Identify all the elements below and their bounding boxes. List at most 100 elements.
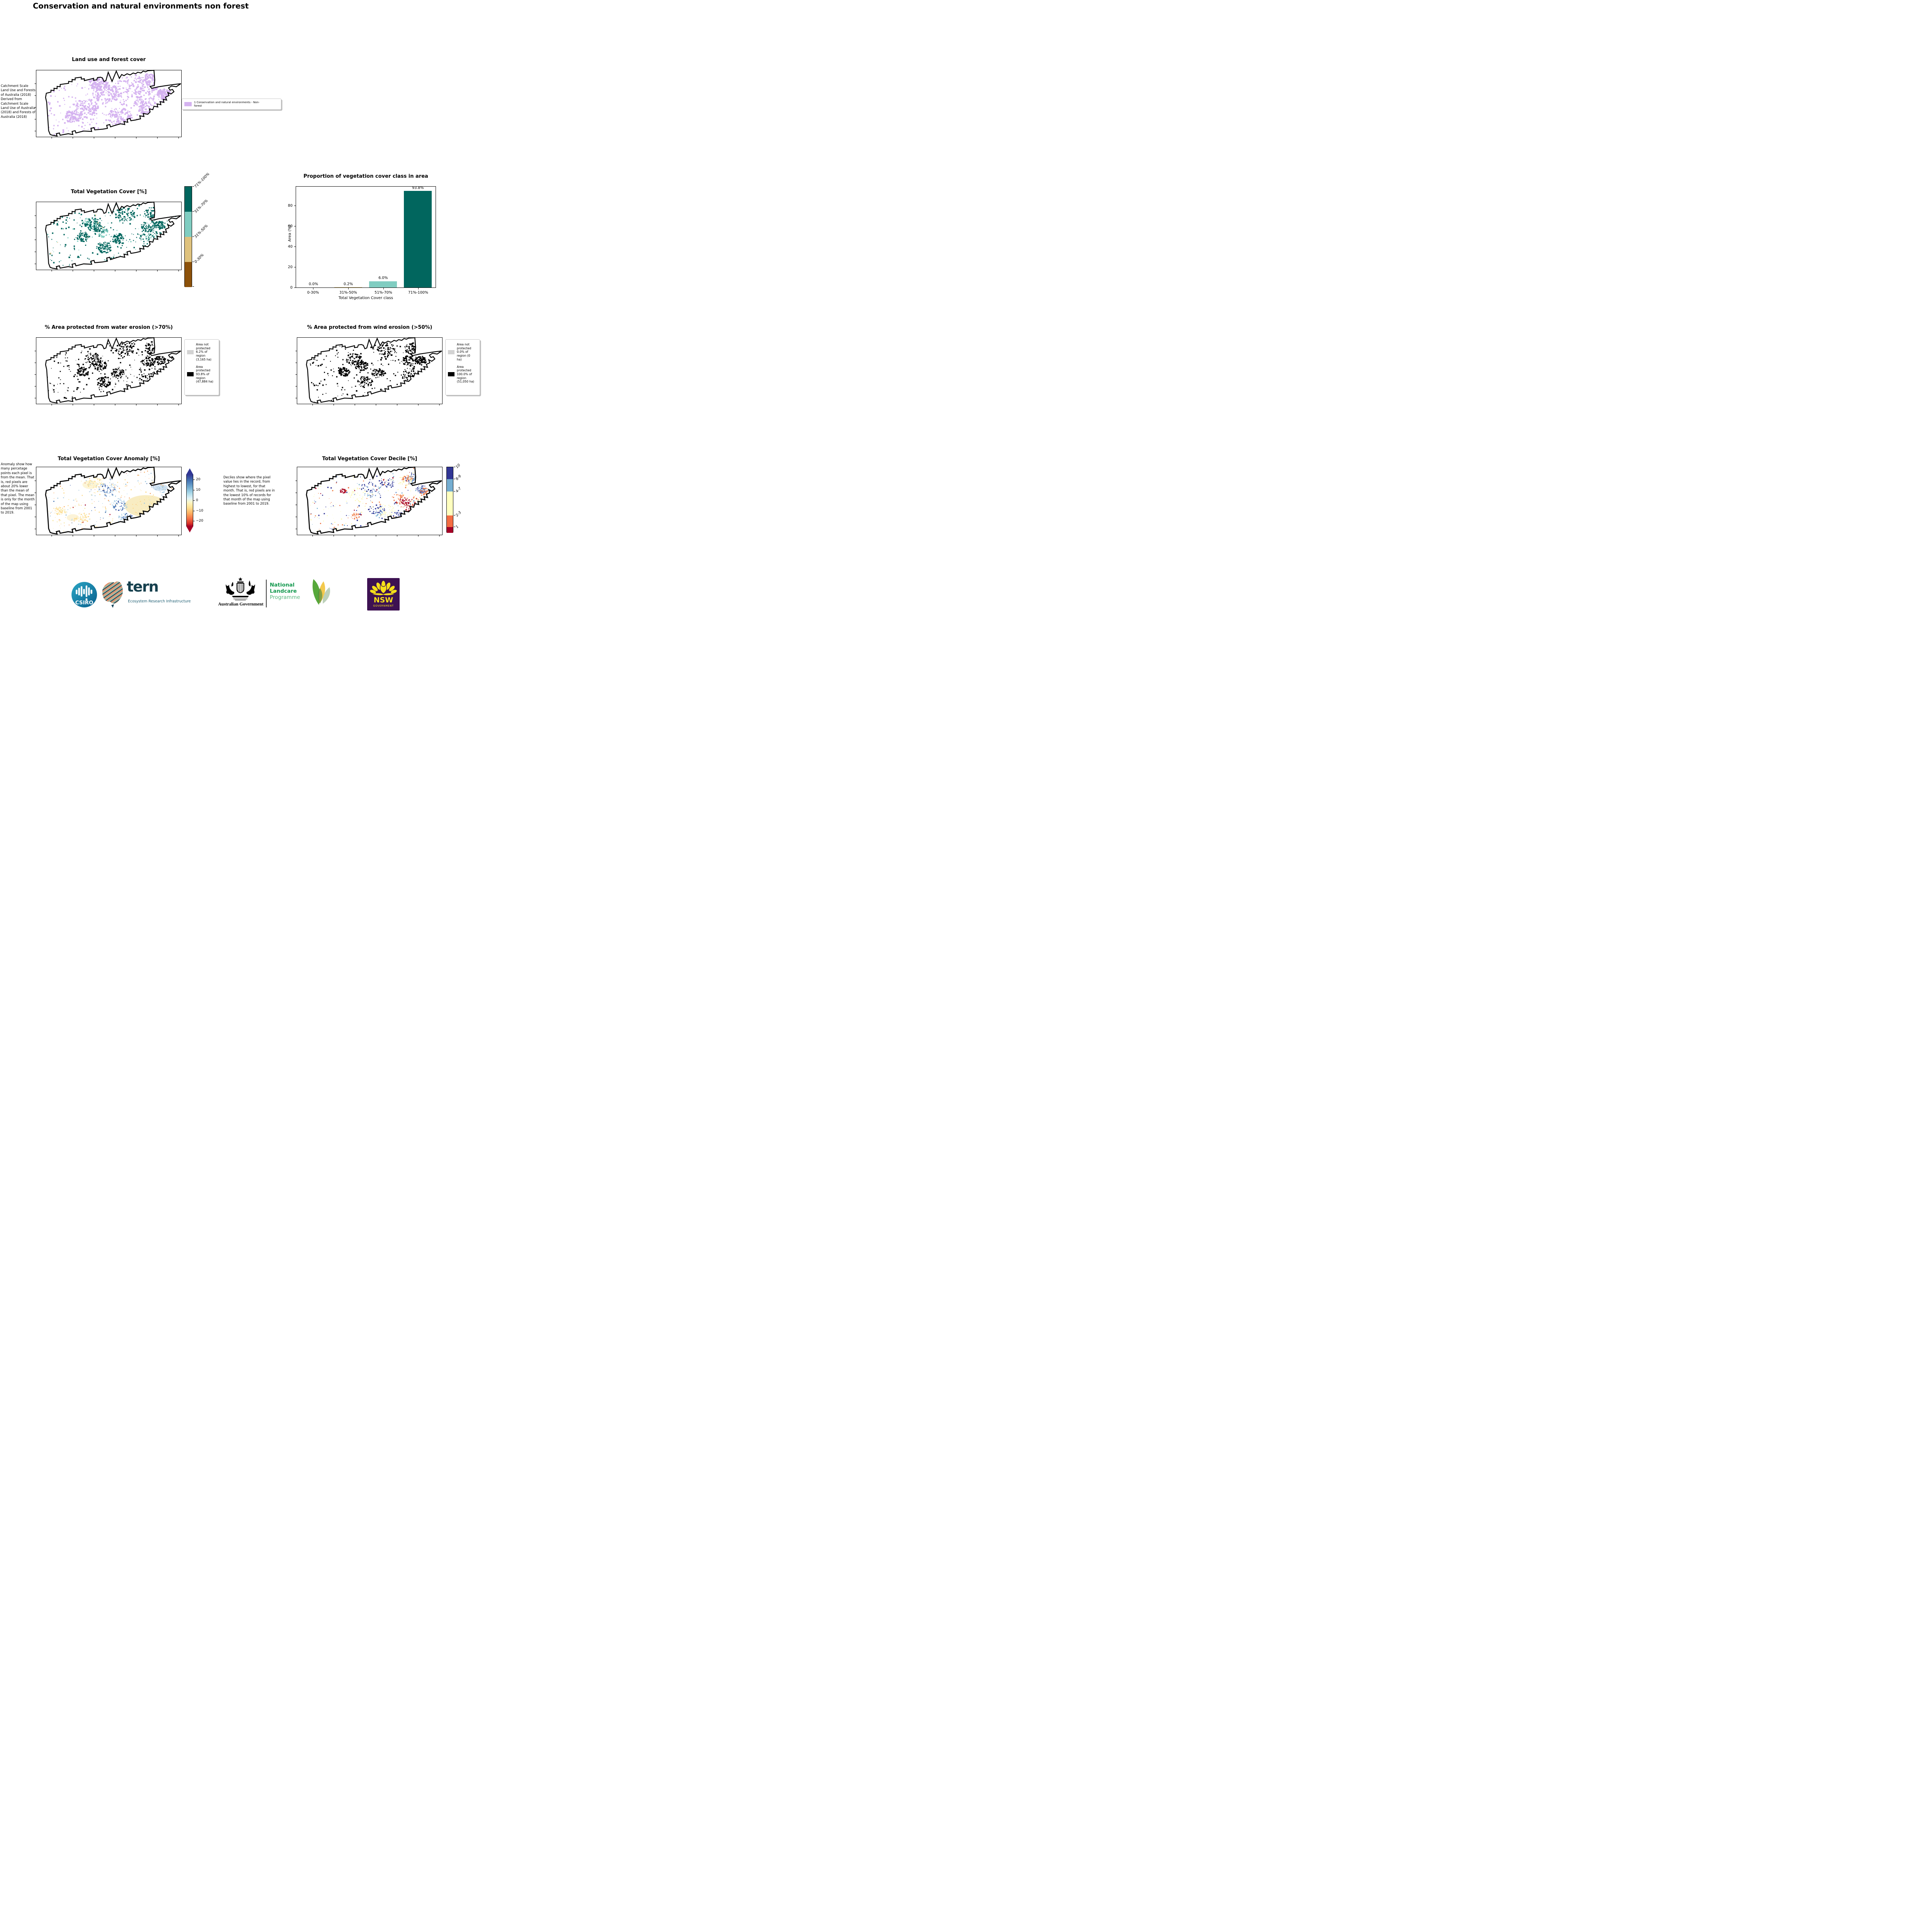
wind-legend-swatch-not-protected — [448, 350, 455, 354]
landcare-line2: Landcare — [270, 588, 297, 594]
x-tick — [348, 288, 349, 289]
water-legend-swatch-not-protected — [187, 350, 194, 354]
anomaly-cb-label: 10 — [196, 488, 201, 492]
water-legend-label-not-protected: Area not protected 6.2% of region (3,165… — [196, 343, 212, 361]
water-legend-label-protected: Area protected 93.8% of region (47,884 h… — [196, 365, 213, 384]
vegcover-cb-tick — [192, 236, 194, 237]
page-title: Conservation and natural environments no… — [33, 2, 249, 10]
vegcover-cb-label-1: 51%-70% — [194, 199, 209, 214]
water-erosion-map — [34, 337, 182, 406]
logo-divider — [266, 580, 267, 607]
bar-value-label: 93.8% — [412, 185, 424, 190]
report-page: Conservation and natural environments no… — [0, 0, 482, 611]
vegcover-cb-label-3: 0-30% — [194, 253, 205, 264]
decile-colorbar-seg-2-3 — [447, 515, 453, 527]
csiro-wordmark: CSIRO — [75, 600, 94, 606]
decile-map — [295, 466, 443, 537]
decile-colorbar — [446, 467, 453, 533]
decile-cb-label-0: 10 — [455, 463, 461, 469]
tern-tagline: Ecosystem Research Infrastructure — [128, 599, 191, 604]
y-tick-label: 80 — [288, 204, 293, 208]
tern-australia-icon — [100, 579, 124, 608]
anomaly-map — [34, 466, 182, 537]
nsw-government-label: GOVERNMENT — [373, 604, 394, 607]
decile-cb-label-4: 1 — [455, 524, 460, 529]
water-erosion-title: % Area protected from water erosion (>70… — [44, 325, 173, 330]
decile-colorbar-seg-1 — [447, 527, 453, 533]
decile-title: Total Vegetation Cover Decile [%] — [322, 456, 417, 462]
decile-side-note: Deciles show where the pixel value lies … — [223, 475, 275, 506]
vegcover-colorbar-seg-71-100 — [185, 187, 192, 212]
vegcover-cb-label-0: 71%-100% — [194, 172, 211, 189]
wind-erosion-map — [295, 337, 443, 406]
landuse-side-note: Catchment Scale Land Use and Forests of … — [1, 84, 36, 119]
anomaly-side-note: Anomaly show how many percetage points e… — [1, 462, 35, 515]
nsw-wordmark: NSW — [374, 596, 393, 604]
x-tick-label: 31%-50% — [339, 291, 357, 295]
anomaly-cb-label: −10 — [196, 509, 203, 513]
australian-government-crest-icon — [223, 577, 258, 601]
chart-title: Proportion of vegetation cover class in … — [303, 173, 428, 179]
landuse-legend: 1 Conservation and natural environments … — [182, 99, 281, 110]
decile-cb-tick — [454, 491, 455, 492]
bar-value-label: 6.0% — [378, 276, 388, 281]
x-tick — [418, 288, 419, 289]
australian-government-label: Australian Government — [218, 602, 264, 607]
anomaly-colorbar-bottom-arrow — [186, 526, 193, 532]
wind-erosion-legend: Area not protected 0.0% of region (0 ha)… — [445, 339, 480, 395]
bar-51-70 — [369, 281, 397, 287]
decile-cb-label-3: 2-3 — [455, 510, 462, 518]
decile-colorbar-seg-8-9 — [447, 479, 453, 492]
landuse-map — [34, 70, 182, 139]
decile-colorbar-seg-10 — [447, 467, 453, 479]
vegcover-title: Total Vegetation Cover [%] — [71, 189, 147, 195]
chart-ylabel: Area (%) — [288, 225, 292, 242]
nsw-government-logo: NSW GOVERNMENT — [367, 578, 400, 611]
decile-cb-label-1: 8-9 — [455, 474, 462, 481]
anomaly-cb-tick — [193, 500, 195, 501]
landuse-legend-label: 1 Conservation and natural environments … — [194, 100, 260, 107]
landuse-legend-swatch — [184, 102, 192, 106]
vegcover-cb-tick — [192, 211, 194, 212]
vegcover-colorbar-seg-51-70 — [185, 212, 192, 237]
decile-cb-label-2: 4-7 — [455, 486, 462, 494]
vegcover-map — [34, 201, 182, 272]
y-tick-label: 0 — [290, 286, 293, 290]
vegcover-colorbar — [184, 186, 192, 287]
vegcover-colorbar-seg-31-50 — [185, 237, 192, 262]
chart-xlabel: Total Vegetation Cover class — [339, 296, 393, 300]
bar-value-label: 0.0% — [308, 282, 318, 287]
wind-legend-swatch-protected — [448, 372, 455, 377]
csiro-logo-icon: CSIRO — [71, 582, 97, 607]
bar-value-label: 0.2% — [344, 282, 353, 286]
water-erosion-legend: Area not protected 6.2% of region (3,165… — [184, 339, 219, 395]
x-tick-label: 51%-70% — [375, 291, 392, 295]
y-tick-label: 40 — [288, 245, 293, 249]
tern-wordmark: tern — [127, 578, 159, 595]
anomaly-cb-label: −20 — [196, 519, 203, 523]
anomaly-title: Total Vegetation Cover Anomaly [%] — [58, 456, 160, 462]
bar-71-100 — [404, 191, 432, 287]
x-tick-label: 0-30% — [307, 291, 319, 295]
y-tick-label: 20 — [288, 265, 293, 269]
y-tick-label: 60 — [288, 224, 293, 228]
landuse-title: Land use and forest cover — [72, 57, 146, 63]
vegcover-cb-tick — [192, 186, 194, 187]
landcare-leaves-icon — [305, 578, 335, 609]
anomaly-colorbar-top-arrow — [186, 468, 193, 474]
vegcover-cb-tick — [192, 286, 194, 287]
anomaly-colorbar — [186, 474, 193, 526]
wind-legend-label-protected: Area protected 100.0% of region (51,050 … — [457, 365, 474, 384]
x-tick — [383, 288, 384, 289]
landcare-line1: National — [270, 582, 295, 588]
landcare-line3: Programme — [270, 594, 300, 600]
wind-legend-label-not-protected: Area not protected 0.0% of region (0 ha) — [457, 343, 472, 361]
wind-erosion-title: % Area protected from wind erosion (>50%… — [307, 325, 432, 330]
decile-colorbar-seg-4-7 — [447, 492, 453, 515]
water-legend-swatch-protected — [187, 372, 194, 377]
anomaly-cb-label: 20 — [196, 478, 201, 481]
vegcover-colorbar-seg-0-30 — [185, 262, 192, 287]
csiro-logo: CSIRO — [71, 582, 97, 608]
anomaly-cb-label: 0 — [196, 498, 198, 502]
vegcover-cb-label-2: 31%-50% — [194, 224, 209, 239]
